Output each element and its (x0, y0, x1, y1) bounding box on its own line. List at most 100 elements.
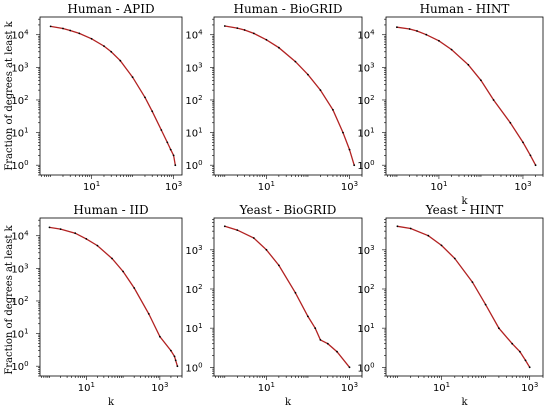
data-point (160, 129, 163, 131)
x-tick-exponent: 1 (270, 381, 274, 389)
data-point (74, 232, 77, 235)
y-tick-label: 104 (11, 29, 29, 42)
y-axis-label-bottom: Fraction of degrees at least k (4, 224, 15, 374)
data-point (450, 48, 453, 51)
data-point (119, 59, 122, 62)
x-tick-label: 103 (165, 180, 182, 193)
x-tick-exponent: 1 (270, 180, 274, 188)
y-tick-label: 100 (11, 360, 28, 373)
data-point (511, 342, 514, 345)
y-tick-label: 103 (11, 61, 28, 74)
y-tick-base: 10 (357, 324, 370, 335)
panel-title: Human - BioGRID (233, 2, 342, 16)
data-point (425, 33, 428, 36)
data-point (85, 238, 88, 240)
y-tick-base: 10 (357, 96, 370, 107)
data-point (49, 25, 52, 28)
y-tick-base: 10 (357, 129, 370, 140)
x-tick-label: 103 (151, 381, 168, 394)
data-point (176, 365, 179, 368)
y-tick-base: 10 (11, 362, 24, 373)
y-tick-exponent: 3 (24, 262, 28, 270)
y-tick-exponent: 4 (198, 29, 203, 37)
y-tick-exponent: 3 (198, 61, 202, 69)
data-point (59, 228, 62, 231)
y-axis-label-top: Fraction of degrees at least k (4, 20, 15, 170)
y-tick-base: 10 (357, 31, 370, 42)
y-tick-base: 10 (185, 324, 198, 335)
y-tick-base: 10 (11, 297, 24, 308)
data-point (519, 350, 521, 353)
x-tick-base: 10 (258, 383, 271, 394)
y-tick-base: 10 (357, 363, 370, 374)
data-point (278, 264, 280, 267)
data-point (172, 154, 175, 157)
y-tick-exponent: 1 (198, 127, 202, 135)
x-axis-label: k (285, 397, 292, 408)
data-point (62, 27, 64, 30)
series-line (50, 25, 176, 166)
data-point (528, 366, 531, 369)
data-point (122, 270, 124, 273)
data-point (534, 164, 537, 167)
y-tick-label: 103 (185, 244, 202, 257)
data-point (471, 281, 474, 283)
x-tick-base: 10 (341, 182, 354, 193)
y-tick-label: 102 (185, 283, 202, 296)
axes-frame (385, 16, 544, 176)
x-tick-exponent: 3 (527, 180, 531, 188)
y-tick-base: 10 (357, 63, 370, 74)
x-axis-label: k (461, 397, 468, 408)
y-tick-label: 100 (357, 361, 374, 374)
x-tick-exponent: 3 (354, 180, 358, 188)
data-point (440, 244, 443, 247)
data-point (480, 79, 482, 82)
y-tick-exponent: 1 (370, 322, 374, 330)
y-tick-exponent: 0 (24, 159, 28, 167)
data-point (170, 349, 172, 352)
x-tick-exponent: 1 (443, 180, 447, 188)
y-tick-label: 102 (357, 283, 374, 296)
x-tick-label: 103 (341, 381, 358, 394)
y-tick-exponent: 2 (370, 283, 374, 291)
y-tick-exponent: 1 (24, 127, 28, 135)
y-tick-base: 10 (185, 31, 198, 42)
data-point (326, 342, 329, 345)
data-point (509, 121, 512, 124)
data-point (529, 154, 532, 157)
y-tick-base: 10 (11, 330, 24, 341)
y-tick-base: 10 (11, 161, 24, 172)
x-tick-label: 101 (258, 381, 275, 394)
panel-title: Human - HINT (420, 2, 510, 16)
y-tick-exponent: 0 (370, 361, 374, 369)
data-point (294, 60, 297, 63)
y-tick-label: 101 (185, 322, 202, 335)
data-point (110, 50, 113, 53)
x-tick-base: 10 (514, 182, 527, 193)
y-tick-exponent: 0 (370, 159, 374, 167)
y-tick-exponent: 4 (24, 230, 29, 238)
data-point (103, 45, 105, 47)
x-tick-base: 10 (521, 383, 534, 394)
y-tick-label: 101 (357, 127, 374, 140)
y-tick-label: 100 (185, 361, 202, 374)
data-point (409, 227, 412, 230)
data-point (319, 89, 322, 91)
y-tick-label: 101 (185, 127, 202, 140)
data-point (332, 108, 334, 111)
data-point (319, 339, 322, 341)
y-tick-base: 10 (357, 285, 370, 296)
data-point (151, 110, 154, 113)
x-tick-base: 10 (341, 383, 354, 394)
y-tick-exponent: 2 (24, 295, 28, 303)
x-tick-exponent: 3 (164, 381, 168, 389)
data-point (48, 226, 51, 229)
x-tick-label: 101 (433, 381, 450, 394)
panel-title: Human - IID (73, 203, 148, 217)
x-tick-base: 10 (151, 383, 164, 394)
data-point (223, 225, 226, 228)
axes-frame (385, 217, 544, 377)
data-point (133, 287, 136, 289)
